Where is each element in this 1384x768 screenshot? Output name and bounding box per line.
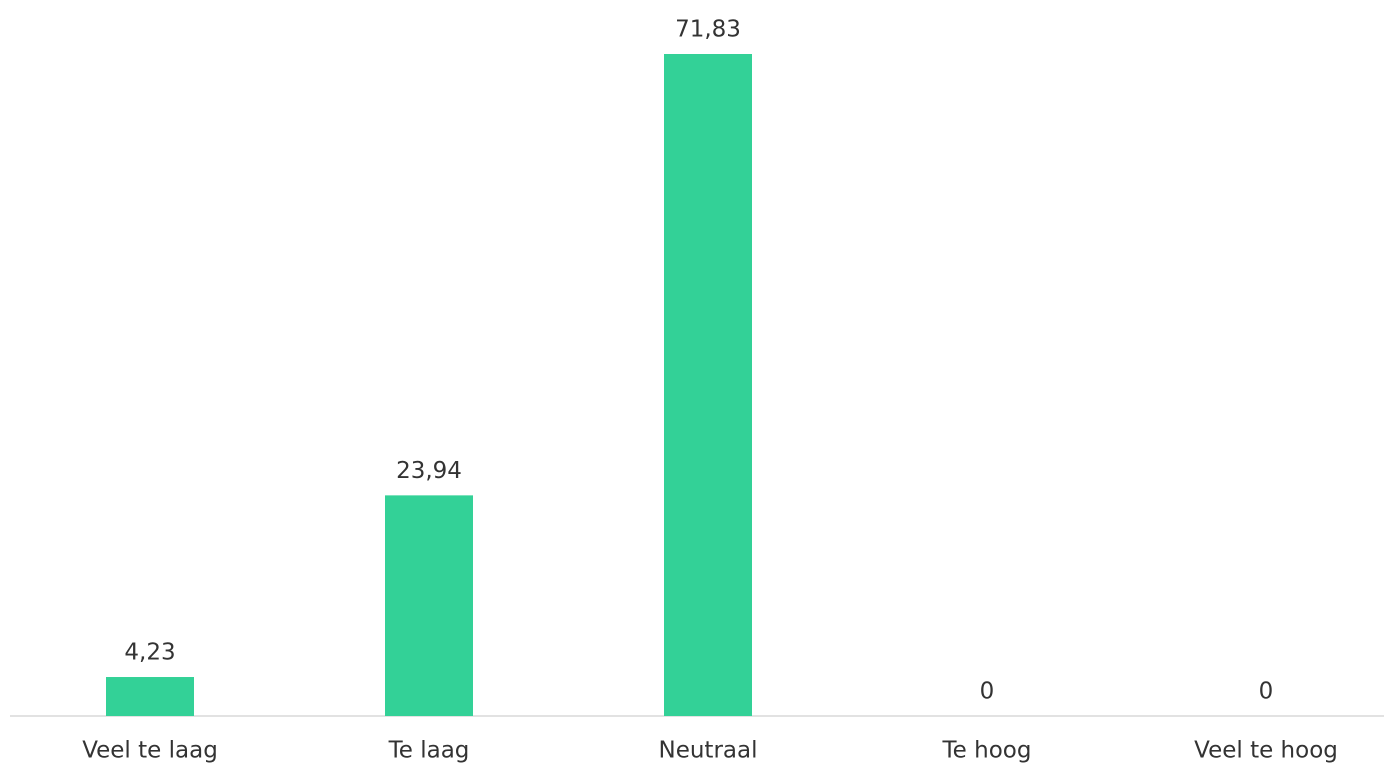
value-label: 0 <box>980 679 995 705</box>
x-tick-label: Veel te laag <box>82 738 218 764</box>
value-label: 23,94 <box>396 458 462 484</box>
bar <box>664 54 752 716</box>
bar <box>106 677 194 716</box>
x-tick-label: Veel te hoog <box>1194 738 1338 764</box>
x-tick-label: Te laag <box>388 738 470 764</box>
value-label: 71,83 <box>675 17 741 43</box>
x-tick-label: Te hoog <box>942 738 1032 764</box>
value-label: 4,23 <box>124 640 175 666</box>
x-tick-label: Neutraal <box>659 738 758 764</box>
bar <box>385 495 473 716</box>
value-label: 0 <box>1259 679 1274 705</box>
